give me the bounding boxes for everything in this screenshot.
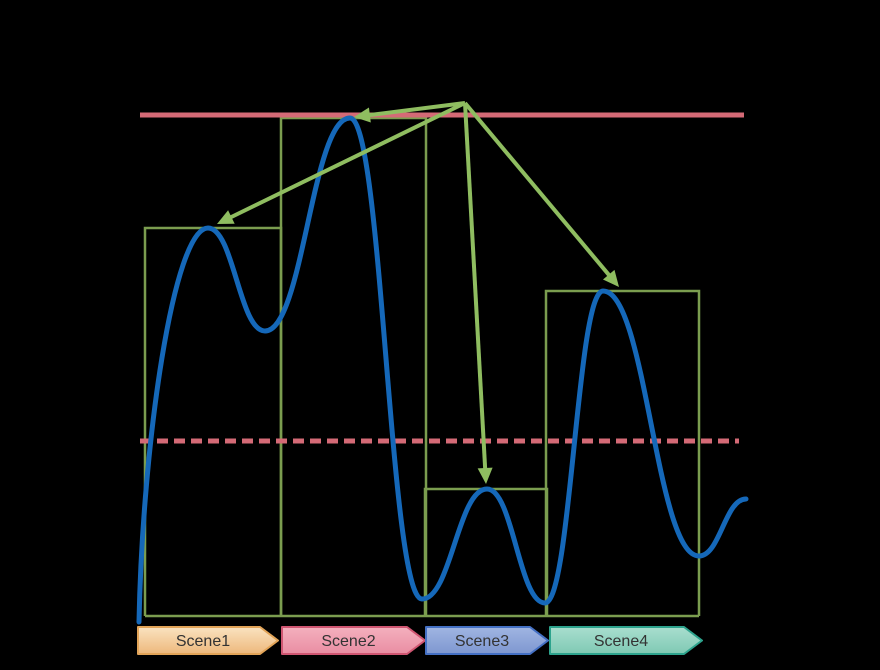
scene-label-3: Scene3 — [455, 633, 509, 650]
arrow-shaft-3 — [463, 102, 488, 475]
signal-curve — [136, 115, 749, 625]
peak-pointer-arrows — [217, 101, 619, 484]
arrow-shaft-2 — [363, 101, 466, 118]
peak-box-3 — [423, 487, 549, 616]
arrow-head-icon — [217, 210, 235, 224]
scene-banner-1 — [137, 626, 279, 655]
scene-banner-4 — [549, 626, 703, 655]
peak-boxes — [143, 116, 701, 618]
scene-banner-2 — [281, 626, 426, 655]
scene-banner-3 — [425, 626, 549, 655]
scene-label-1: Scene1 — [176, 633, 230, 650]
scene-label-4: Scene4 — [594, 633, 648, 650]
arrow-head-icon — [477, 467, 493, 484]
peak-box-1 — [143, 226, 283, 616]
scene-label-2: Scene2 — [321, 633, 375, 650]
arrow-head-icon — [602, 269, 619, 287]
arrow-head-icon — [354, 107, 371, 123]
arrow-shaft-4 — [463, 101, 615, 281]
arrow-shaft-1 — [225, 101, 466, 222]
scene-banners: Scene1 Scene2 Scene3 Scene4 — [137, 626, 703, 655]
peak-box-4 — [544, 289, 701, 616]
